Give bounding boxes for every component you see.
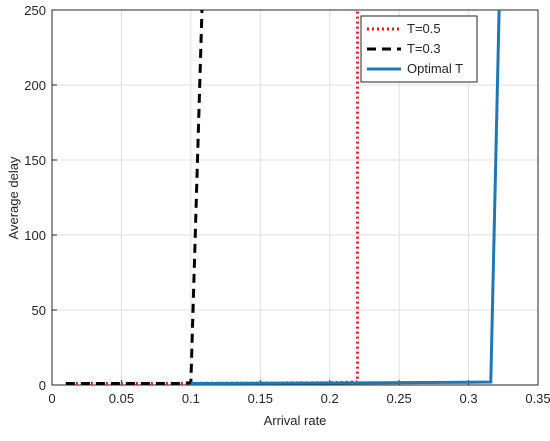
y-tick-label: 100: [24, 228, 46, 243]
legend-label: T=0.5: [407, 21, 441, 36]
y-tick-label: 50: [32, 303, 46, 318]
axes-box: [51, 9, 539, 386]
x-tick-label: 0.3: [460, 391, 478, 406]
x-tick-label: 0.1: [182, 391, 200, 406]
y-tick-label: 200: [24, 78, 46, 93]
x-tick-label: 0.35: [525, 391, 550, 406]
legend-label: Optimal T: [407, 61, 463, 76]
y-tick-label: 150: [24, 153, 46, 168]
x-tick-label: 0.15: [248, 391, 273, 406]
line-series: [65, 10, 359, 385]
x-tick-label: 0.05: [109, 391, 134, 406]
x-tick-label: 0: [48, 391, 55, 406]
y-tick-label: 0: [39, 378, 46, 393]
x-axis-label: Arrival rate: [264, 413, 327, 428]
y-axis-label: Average delay: [6, 156, 21, 239]
line-series: [190, 10, 501, 385]
x-tick-label: 0.25: [386, 391, 411, 406]
y-tick-label: 250: [24, 3, 46, 18]
legend-box: [360, 15, 478, 83]
legend-label: T=0.3: [407, 41, 441, 56]
x-tick-label: 0.2: [321, 391, 339, 406]
